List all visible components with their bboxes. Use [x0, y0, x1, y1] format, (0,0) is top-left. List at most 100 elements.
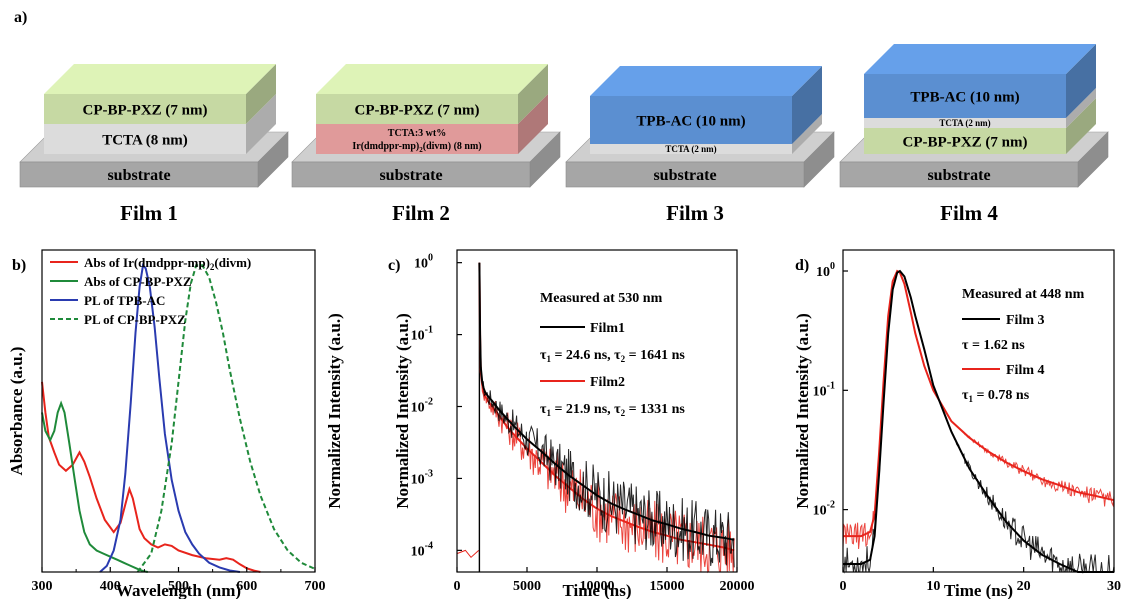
- panel-c-label: c): [388, 257, 400, 274]
- series-film3-line: [843, 269, 1114, 573]
- film-1: substrate TCTA (8 nm) CP-BP-PXZ (7 nm) Film…: [19, 64, 289, 225]
- layer-side: [1066, 98, 1096, 154]
- legend-lifetime: τ = 1.62 ns: [962, 338, 1025, 353]
- x-tick-label: 500: [168, 579, 189, 594]
- substrate-front: [565, 161, 805, 188]
- y-tick-label: 100: [816, 261, 835, 280]
- film2-baseline: [456, 549, 480, 559]
- film-caption: Film 3: [666, 201, 724, 225]
- substrate-front: [19, 161, 259, 188]
- legend-entry: PL of TPB-AC: [84, 293, 165, 308]
- legend-entry: Abs of Ir(dmdppr-mp)2(divm): [84, 255, 251, 272]
- layer-1: CP-BP-PXZ (7 nm): [864, 98, 1096, 154]
- y-axis-label: Absorbance (a.u.): [7, 347, 26, 476]
- y-tick-label: 10-2: [411, 397, 433, 416]
- layer-side: [792, 66, 822, 144]
- film-2: substrate TCTA:3 wt% Ir(dmdppr-mp)2(divm) …: [291, 64, 561, 225]
- layer-side: [1066, 88, 1096, 128]
- x-tick-label: 15000: [650, 579, 685, 594]
- layer-front: [44, 94, 246, 124]
- x-tick-label: 20000: [720, 579, 755, 594]
- panel-d-decay-chart: d) 0 10 20 30 100 10-1 10-2 Time (ns) Normalized…: [393, 249, 1121, 599]
- layer-top: [316, 64, 548, 94]
- layer-2: CP-BP-PXZ (7 nm): [44, 64, 276, 124]
- y-tick-label: 100: [414, 253, 433, 272]
- x-tick-label: 10: [926, 579, 940, 594]
- series-1-line: [41, 381, 261, 573]
- layer-label-2: Ir(dmdppr-mp)2(divm) (8 nm): [352, 141, 481, 154]
- panel-d-label: d): [795, 257, 809, 274]
- film-3: substrate TCTA (2 nm) TPB-AC (10 nm) Film 3: [565, 66, 835, 225]
- layer-2: CP-BP-PXZ (7 nm): [316, 64, 548, 124]
- legend-lifetime: τ1 = 21.9 ns, τ2 = 1331 ns: [540, 402, 685, 418]
- x-axis-label: Time (ns): [562, 581, 631, 599]
- series-4-line: [136, 264, 316, 573]
- legend-entry: Film1: [590, 321, 625, 336]
- substrate-front: [291, 161, 531, 188]
- x-tick-label: 300: [32, 579, 53, 594]
- film-4: substrate CP-BP-PXZ (7 nm) TCTA (2 nm) TPB-…: [839, 44, 1109, 225]
- layer-label: CP-BP-PXZ (7 nm): [83, 102, 208, 118]
- legend-entry: PL of CP-BP-PXZ: [84, 312, 186, 327]
- layer-front: [44, 124, 246, 154]
- x-tick-label: 600: [236, 579, 257, 594]
- y-tick-label: 10-3: [411, 468, 433, 487]
- film-caption: Film 1: [120, 201, 178, 225]
- x-axis-label: Wavelength (nm): [116, 581, 241, 599]
- y-tick-label: 10-1: [813, 380, 835, 399]
- layer-top: [864, 44, 1096, 74]
- y-tick-label: 10-1: [411, 325, 433, 344]
- layer-1: TCTA (2 nm): [590, 114, 822, 154]
- substrate-label: substrate: [379, 167, 442, 184]
- y-axis-label-right: Normalized Intensity (a.u.): [325, 313, 344, 508]
- layer-label: CP-BP-PXZ (7 nm): [903, 134, 1028, 150]
- series-3-line: [99, 263, 241, 573]
- substrate-label: substrate: [107, 167, 170, 184]
- series-noise: [842, 270, 1115, 574]
- annotation: Measured at 448 nm: [962, 287, 1085, 302]
- substrate-front: [839, 161, 1079, 188]
- layer-label: TCTA:3 wt%: [388, 128, 446, 139]
- substrate-label: substrate: [927, 167, 990, 184]
- x-tick-label: 0: [454, 579, 461, 594]
- legend-entry: Abs of CP-BP-PXZ: [84, 274, 192, 289]
- layer-side: [518, 94, 548, 154]
- substrate-label: substrate: [653, 167, 716, 184]
- x-tick-label: 0: [840, 579, 847, 594]
- layer-label: TPB-AC (10 nm): [910, 89, 1019, 105]
- film-caption: Film 4: [940, 201, 998, 225]
- y-tick-label: 10-4: [411, 540, 433, 559]
- layer-side: [246, 64, 276, 124]
- layer-side: [1066, 44, 1096, 118]
- layer-top: [44, 64, 276, 94]
- x-tick-label: 400: [100, 579, 121, 594]
- layer-label: TPB-AC (10 nm): [636, 113, 745, 129]
- layer-1: TCTA:3 wt% Ir(dmdppr-mp)2(divm) (8 nm): [316, 94, 548, 154]
- annotation: Measured at 530 nm: [540, 291, 663, 306]
- legend-entry: Film 3: [1006, 313, 1045, 328]
- layer-front: [590, 144, 792, 154]
- layer-front: [316, 124, 518, 154]
- layer-front: [864, 118, 1066, 128]
- x-tick-label: 700: [305, 579, 326, 594]
- x-tick-label: 20: [1017, 579, 1031, 594]
- panel-b-absorption-pl-chart: b) 300 400 500 600 700 Wavelength (nm) Absorba…: [7, 249, 344, 599]
- y-axis-label-c: Normalized Intensity (a.u.): [393, 313, 412, 508]
- series-noise: [842, 270, 1115, 550]
- series-noise: [478, 262, 735, 568]
- panel-a-label: a): [14, 9, 27, 26]
- layer-front: [316, 94, 518, 124]
- layer-3: TPB-AC (10 nm): [864, 44, 1096, 118]
- x-tick-label: 5000: [513, 579, 541, 594]
- y-axis-label: Normalized Intensity (a.u.): [793, 313, 812, 508]
- layer-1: TCTA (8 nm): [44, 94, 276, 154]
- plot-frame: [842, 249, 1115, 573]
- legend-entry: Film 4: [1006, 363, 1045, 378]
- layer-side: [518, 64, 548, 124]
- film-caption: Film 2: [392, 201, 450, 225]
- layer-side: [246, 94, 276, 154]
- series-noise: [478, 262, 735, 574]
- legend-lifetime: τ1 = 0.78 ns: [962, 388, 1030, 404]
- layer-front: [590, 96, 792, 144]
